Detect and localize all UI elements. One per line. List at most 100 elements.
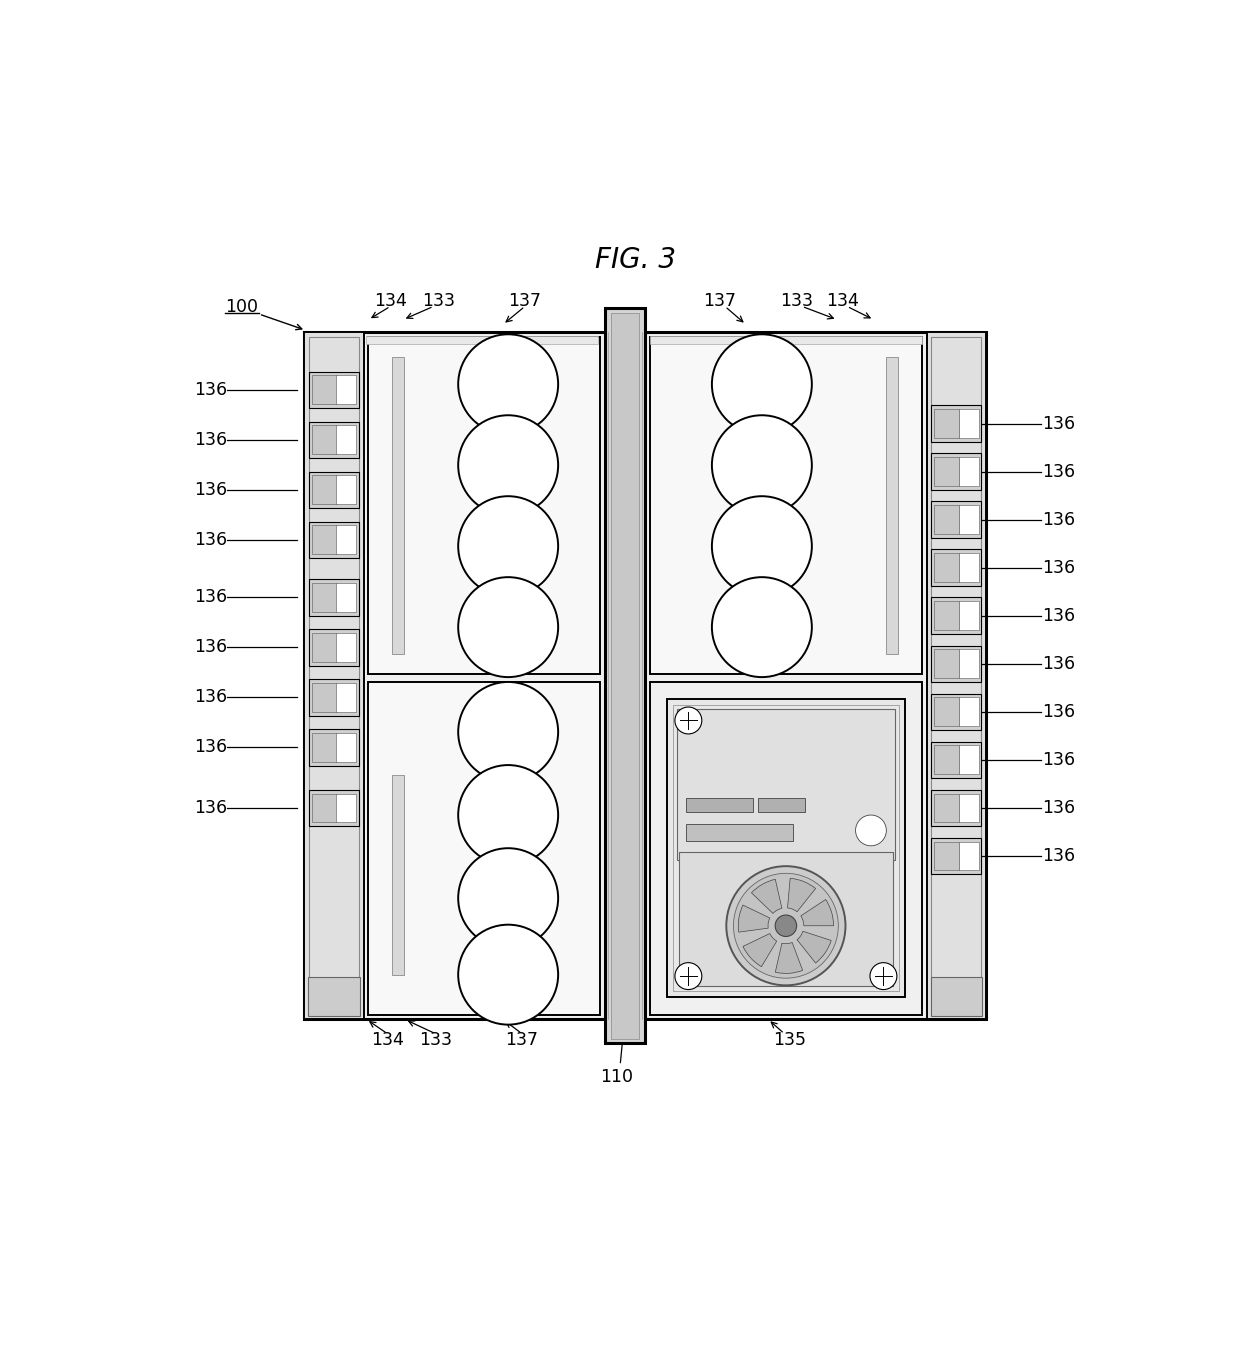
Bar <box>687 824 794 840</box>
Bar <box>336 425 356 455</box>
Bar <box>758 798 805 812</box>
Text: 136: 136 <box>195 799 227 817</box>
Bar <box>311 425 336 455</box>
Bar <box>959 745 978 775</box>
Text: 137: 137 <box>506 1031 538 1050</box>
Text: 136: 136 <box>195 430 227 449</box>
Text: 136: 136 <box>1042 847 1075 865</box>
Text: 134: 134 <box>374 291 407 309</box>
Text: 134: 134 <box>826 291 858 309</box>
Bar <box>311 794 336 823</box>
Bar <box>650 682 921 1015</box>
Bar <box>336 526 356 554</box>
Text: 133: 133 <box>419 1031 453 1050</box>
Wedge shape <box>801 899 833 926</box>
Circle shape <box>459 682 558 782</box>
Bar <box>309 579 358 616</box>
Bar <box>311 583 336 612</box>
Bar <box>309 372 358 409</box>
Bar <box>336 583 356 612</box>
Bar <box>309 522 358 558</box>
Text: 137: 137 <box>508 291 542 309</box>
Bar <box>610 313 640 1039</box>
Circle shape <box>712 577 812 677</box>
Text: FIG. 3: FIG. 3 <box>595 247 676 274</box>
Text: 136: 136 <box>1042 414 1075 433</box>
Bar <box>309 680 358 715</box>
Bar <box>311 526 336 554</box>
Wedge shape <box>743 933 776 967</box>
Bar <box>673 706 899 992</box>
Circle shape <box>675 963 702 990</box>
Circle shape <box>459 765 558 865</box>
Bar <box>959 650 978 678</box>
Wedge shape <box>787 878 816 911</box>
Circle shape <box>712 496 812 597</box>
Text: 136: 136 <box>195 588 227 606</box>
Bar <box>930 977 982 1016</box>
Bar <box>309 790 358 827</box>
Bar <box>959 697 978 726</box>
Text: 136: 136 <box>1042 463 1075 481</box>
Circle shape <box>459 415 558 515</box>
Text: 137: 137 <box>703 291 737 309</box>
Bar <box>309 422 358 458</box>
Text: 136: 136 <box>195 381 227 399</box>
Text: 136: 136 <box>195 481 227 498</box>
Bar <box>935 697 960 726</box>
Bar <box>931 549 982 586</box>
Bar <box>650 336 921 674</box>
Bar <box>959 601 978 631</box>
Bar <box>667 699 904 997</box>
Bar <box>336 794 356 823</box>
Circle shape <box>459 925 558 1024</box>
Bar <box>311 633 336 662</box>
Circle shape <box>712 334 812 434</box>
Circle shape <box>734 873 838 978</box>
Text: 136: 136 <box>195 639 227 656</box>
Circle shape <box>712 415 812 515</box>
Text: 136: 136 <box>1042 511 1075 528</box>
Bar <box>935 409 960 439</box>
Bar <box>392 775 404 975</box>
Text: 136: 136 <box>1042 799 1075 817</box>
Bar <box>935 505 960 534</box>
Bar <box>959 842 978 870</box>
Bar <box>931 406 982 441</box>
Bar <box>311 475 336 504</box>
Text: 133: 133 <box>422 291 455 309</box>
Bar <box>367 336 598 343</box>
Bar <box>308 977 360 1016</box>
Circle shape <box>459 496 558 597</box>
Circle shape <box>856 814 887 846</box>
Bar <box>650 336 921 343</box>
Bar <box>935 794 960 823</box>
Text: 110: 110 <box>600 1068 632 1086</box>
Text: 136: 136 <box>1042 558 1075 576</box>
Bar <box>935 458 960 486</box>
Bar <box>304 332 986 1019</box>
Bar <box>926 332 986 1019</box>
Bar <box>935 842 960 870</box>
Bar <box>959 458 978 486</box>
Bar <box>959 794 978 823</box>
Bar <box>392 357 404 654</box>
Wedge shape <box>797 932 831 963</box>
Circle shape <box>459 849 558 948</box>
Wedge shape <box>775 943 802 974</box>
Text: 136: 136 <box>1042 703 1075 720</box>
Circle shape <box>775 915 796 937</box>
Bar <box>309 729 358 765</box>
Bar <box>935 745 960 775</box>
Bar <box>931 501 982 538</box>
Bar <box>931 454 982 490</box>
Text: 136: 136 <box>195 531 227 549</box>
Bar <box>931 598 982 633</box>
Circle shape <box>459 334 558 434</box>
Bar <box>304 332 363 1019</box>
Text: 136: 136 <box>1042 750 1075 770</box>
Text: 136: 136 <box>1042 606 1075 625</box>
Bar <box>677 710 895 861</box>
Text: 133: 133 <box>780 291 813 309</box>
Bar <box>336 682 356 712</box>
